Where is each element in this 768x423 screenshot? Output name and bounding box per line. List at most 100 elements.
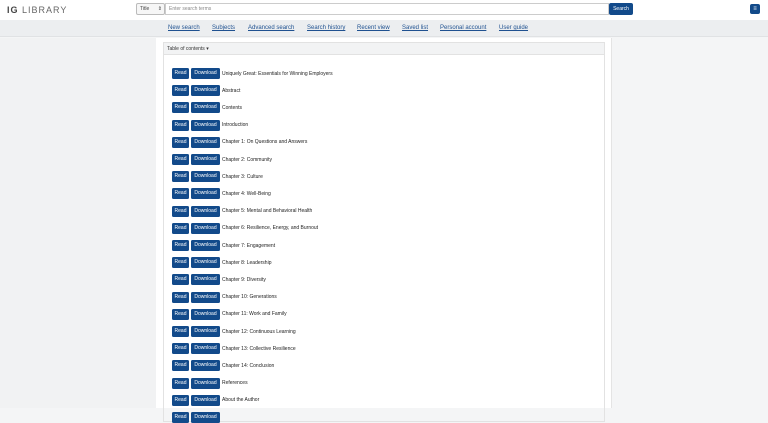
search-type-value: Title (140, 6, 150, 12)
toc-item-title: Chapter 13: Collective Resilience (222, 345, 296, 352)
toc-row: Read Download Chapter 3: Culture (172, 171, 263, 183)
toc-item-title: References (222, 380, 248, 387)
toc-item-title: Chapter 8: Leadership (222, 259, 272, 266)
download-button[interactable]: Download (191, 377, 220, 389)
toc-row: Read Download Chapter 4: Well-Being (172, 188, 271, 200)
download-button[interactable]: Download (191, 394, 220, 406)
download-button[interactable]: Download (191, 291, 220, 303)
toc-item-title: Chapter 7: Engagement (222, 242, 276, 249)
toc-item-title: Chapter 14: Conclusion (222, 362, 275, 369)
toc-item-title: Chapter 3: Culture (222, 173, 263, 180)
toc-row: Read Download Introduction (172, 119, 249, 131)
toc-item-title: Chapter 10: Generations (222, 294, 277, 301)
download-button[interactable]: Download (191, 274, 220, 286)
toc-row: Read Download Abstract (172, 85, 240, 97)
toc-row: Read Download Chapter 1: On Questions and … (172, 136, 308, 148)
download-button[interactable]: Download (191, 85, 220, 97)
read-button[interactable]: Read (172, 188, 189, 200)
left-sidebar (0, 38, 156, 408)
read-button[interactable]: Read (172, 85, 189, 97)
download-button[interactable]: Download (191, 136, 220, 148)
toc-row: Read Download (172, 412, 222, 423)
read-button[interactable]: Read (172, 343, 189, 355)
read-button[interactable]: Read (172, 377, 189, 389)
toc-item-title: Uniquely Great: Essentials for Winning E… (222, 70, 333, 77)
select-arrows-icon: ⇕ (157, 6, 162, 12)
download-button[interactable]: Download (191, 154, 220, 165)
toc-row: Read Download Chapter 2: Community (172, 154, 272, 165)
toc-row: Read Download Chapter 13: Collective Resil… (172, 343, 296, 355)
nav-link-user-guide[interactable]: User guide (499, 25, 529, 31)
read-button[interactable]: Read (172, 136, 189, 148)
download-button[interactable]: Download (191, 308, 220, 320)
nav-link-search-history[interactable]: Search history (307, 25, 346, 31)
toc-item-title: Chapter 9: Diversity (222, 276, 266, 283)
main-panel: Table of contents ▾ Read Download Uniquely… (156, 38, 612, 423)
read-button[interactable]: Read (172, 240, 189, 251)
toc-item-title: Chapter 11: Work and Family (222, 311, 287, 318)
toc-row: Read Download Contents (172, 102, 243, 114)
table-of-contents: Table of contents ▾ Read Download Uniquely… (163, 42, 605, 423)
toc-row: Read Download Chapter 5: Mental and Behavi… (172, 205, 313, 217)
download-button[interactable]: Download (191, 360, 220, 372)
download-button[interactable]: Download (191, 119, 220, 131)
read-button[interactable]: Read (172, 394, 189, 406)
download-button[interactable]: Download (191, 171, 220, 183)
read-button[interactable]: Read (172, 326, 189, 337)
toc-item-title: Chapter 12: Continuous Learning (222, 328, 296, 335)
logo[interactable]: IG LIBRARY (7, 5, 67, 15)
toc-row: Read Download References (172, 377, 248, 389)
nav-link-personal-account[interactable]: Personal account (440, 25, 487, 31)
toc-row: Read Download About the Author (172, 394, 260, 406)
read-button[interactable]: Read (172, 205, 189, 217)
download-button[interactable]: Download (191, 222, 220, 234)
toc-item-title: Chapter 4: Well-Being (222, 190, 271, 197)
download-button[interactable]: Download (191, 188, 220, 200)
hamburger-menu-icon[interactable]: ≡ (750, 4, 760, 14)
search-button[interactable]: Search (609, 3, 633, 15)
toc-item-title: Chapter 6: Resilience, Energy, and Burno… (222, 225, 319, 232)
download-button[interactable]: Download (191, 68, 220, 79)
toc-row: Read Download Chapter 9: Diversity (172, 274, 266, 286)
toc-item-title: About the Author (222, 397, 260, 404)
download-button[interactable]: Download (191, 240, 220, 251)
toc-row: Read Download Uniquely Great: Essentials f… (172, 68, 333, 79)
read-button[interactable]: Read (172, 257, 189, 269)
download-button[interactable]: Download (191, 257, 220, 269)
toc-item-title: Introduction (222, 122, 249, 129)
toc-row: Read Download Chapter 11: Work and Family (172, 308, 287, 320)
read-button[interactable]: Read (172, 308, 189, 320)
logo-bold: IG (7, 5, 19, 15)
read-button[interactable]: Read (172, 274, 189, 286)
read-button[interactable]: Read (172, 102, 189, 114)
nav-link-advanced-search[interactable]: Advanced search (248, 25, 295, 31)
toc-item-title: Chapter 1: On Questions and Answers (222, 139, 308, 146)
nav-link-new-search[interactable]: New search (168, 25, 200, 31)
read-button[interactable]: Read (172, 291, 189, 303)
read-button[interactable]: Read (172, 171, 189, 183)
toc-row: Read Download Chapter 6: Resilience, Energ… (172, 222, 319, 234)
header: IG LIBRARY Title ⇕ Enter search terms Sea… (0, 0, 768, 20)
nav-link-recent-view[interactable]: Recent view (357, 25, 390, 31)
toc-item-title: Chapter 5: Mental and Behavioral Health (222, 208, 313, 215)
download-button[interactable]: Download (191, 205, 220, 217)
search-input[interactable]: Enter search terms (165, 3, 609, 15)
download-button[interactable]: Download (191, 326, 220, 337)
read-button[interactable]: Read (172, 360, 189, 372)
toc-row: Read Download Chapter 14: Conclusion (172, 360, 275, 372)
download-button[interactable]: Download (191, 102, 220, 114)
download-button[interactable]: Download (191, 412, 220, 423)
toc-row: Read Download Chapter 12: Continuous Learn… (172, 326, 296, 337)
read-button[interactable]: Read (172, 119, 189, 131)
toc-item-title: Contents (222, 104, 243, 111)
toc-toggle[interactable]: Table of contents ▾ (164, 43, 604, 55)
read-button[interactable]: Read (172, 222, 189, 234)
toc-row: Read Download Chapter 7: Engagement (172, 240, 275, 251)
nav-link-subjects[interactable]: Subjects (212, 25, 236, 31)
search-type-select[interactable]: Title ⇕ (136, 3, 165, 15)
download-button[interactable]: Download (191, 343, 220, 355)
read-button[interactable]: Read (172, 412, 189, 423)
read-button[interactable]: Read (172, 68, 189, 79)
nav-link-saved-list[interactable]: Saved list (402, 25, 429, 31)
read-button[interactable]: Read (172, 154, 189, 165)
